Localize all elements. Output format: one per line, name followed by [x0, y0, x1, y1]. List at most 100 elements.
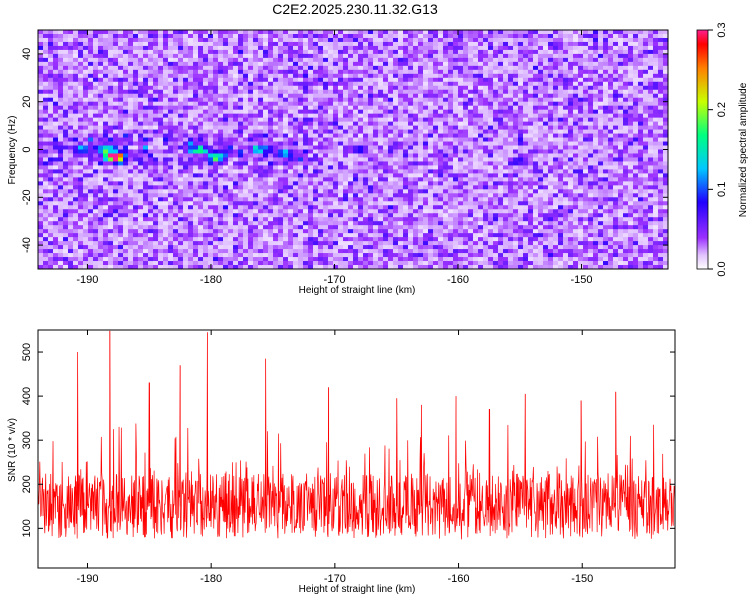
heatmap-cell [153, 37, 159, 43]
heatmap-cell [588, 101, 594, 107]
heatmap-cell [398, 105, 404, 111]
heatmap-cell [638, 149, 644, 154]
heatmap-cell [578, 105, 584, 111]
heatmap-cell [43, 89, 49, 95]
heatmap-cell [533, 169, 539, 174]
heatmap-cell [418, 105, 424, 111]
heatmap-cell [578, 77, 584, 83]
heatmap-cell [553, 30, 559, 35]
heatmap-cell [63, 109, 69, 115]
heatmap-cell [233, 113, 239, 119]
heatmap-cell [633, 41, 639, 47]
heatmap-cell [498, 37, 504, 43]
heatmap-cell [568, 41, 574, 47]
heatmap-cell [588, 169, 594, 174]
heatmap-cell [48, 57, 54, 63]
heatmap-cell [253, 133, 259, 138]
heatmap-cell [213, 33, 219, 39]
heatmap-cell [143, 93, 149, 99]
heatmap-cell [163, 97, 169, 103]
heatmap-cell [303, 73, 309, 79]
heatmap-cell [413, 121, 419, 126]
heatmap-cell [383, 41, 389, 47]
heatmap-cell [393, 77, 399, 83]
heatmap-cell [338, 65, 344, 71]
heatmap-cell [128, 121, 134, 126]
heatmap-cell [128, 89, 134, 95]
heatmap-cell [388, 57, 394, 63]
heatmap-cell [63, 61, 69, 67]
heatmap-cell [83, 141, 89, 146]
heatmap-cell [483, 45, 489, 51]
heatmap-cell [533, 105, 539, 111]
heatmap-cell [113, 153, 119, 158]
heatmap-cell [243, 93, 249, 99]
heatmap-cell [403, 125, 409, 130]
heatmap-cell [543, 165, 549, 170]
heatmap-cell [413, 117, 419, 123]
heatmap-cell [533, 61, 539, 67]
heatmap-cell [433, 129, 439, 134]
heatmap-cell [113, 89, 119, 95]
heatmap-cell [573, 157, 579, 162]
heatmap-cell [318, 57, 324, 63]
heatmap-cell [353, 85, 359, 91]
heatmap-cell [283, 109, 289, 115]
heatmap-cell [363, 30, 369, 35]
heatmap-cell [463, 81, 469, 87]
heatmap-cell [328, 89, 334, 95]
heatmap-cell [193, 185, 199, 190]
heatmap-cell [153, 177, 159, 182]
heatmap-cell [503, 117, 509, 123]
heatmap-cell [278, 49, 284, 55]
heatmap-cell [513, 169, 519, 174]
heatmap-cell [623, 77, 629, 83]
heatmap-cell [108, 109, 114, 115]
heatmap-cell [368, 77, 374, 83]
heatmap-cell [583, 41, 589, 47]
heatmap-cell [398, 45, 404, 51]
heatmap-cell [78, 53, 84, 59]
heatmap-cell [343, 89, 349, 95]
heatmap-cell [63, 81, 69, 87]
heatmap-cell [203, 177, 209, 182]
heatmap-cell [388, 37, 394, 43]
heatmap-cell [658, 153, 664, 158]
heatmap-cell [493, 165, 499, 170]
heatmap-cell [318, 45, 324, 51]
heatmap-cell [193, 77, 199, 83]
heatmap-cell [378, 49, 384, 55]
heatmap-cell [188, 53, 194, 59]
heatmap-cell [258, 157, 264, 162]
heatmap-cell [368, 69, 374, 75]
heatmap-cell [298, 53, 304, 59]
heatmap-cell [53, 61, 59, 67]
heatmap-cell [73, 141, 79, 146]
heatmap-cell [113, 69, 119, 75]
heatmap-cell [133, 161, 139, 166]
heatmap-cell [463, 165, 469, 170]
heatmap-cell [373, 89, 379, 95]
heatmap-cell [118, 97, 124, 103]
heatmap-cell [658, 149, 664, 154]
heatmap-cell [188, 85, 194, 91]
heatmap-cell [68, 57, 74, 63]
heatmap-cell [398, 157, 404, 162]
heatmap-cell [313, 93, 319, 99]
heatmap-cell [353, 145, 359, 150]
heatmap-cell [543, 30, 549, 35]
heatmap-cell [458, 181, 464, 186]
heatmap-cell [388, 133, 394, 138]
heatmap-cell [423, 109, 429, 115]
heatmap-cell [543, 125, 549, 130]
heatmap-cell [258, 41, 264, 47]
heatmap-cell [613, 117, 619, 123]
heatmap-cell [403, 49, 409, 55]
heatmap-cell [563, 113, 569, 119]
heatmap-cell [53, 113, 59, 119]
heatmap-cell [63, 145, 69, 150]
heatmap-cell [183, 161, 189, 166]
heatmap-cell [513, 49, 519, 55]
heatmap-cell [178, 165, 184, 170]
heatmap-cell [533, 85, 539, 91]
